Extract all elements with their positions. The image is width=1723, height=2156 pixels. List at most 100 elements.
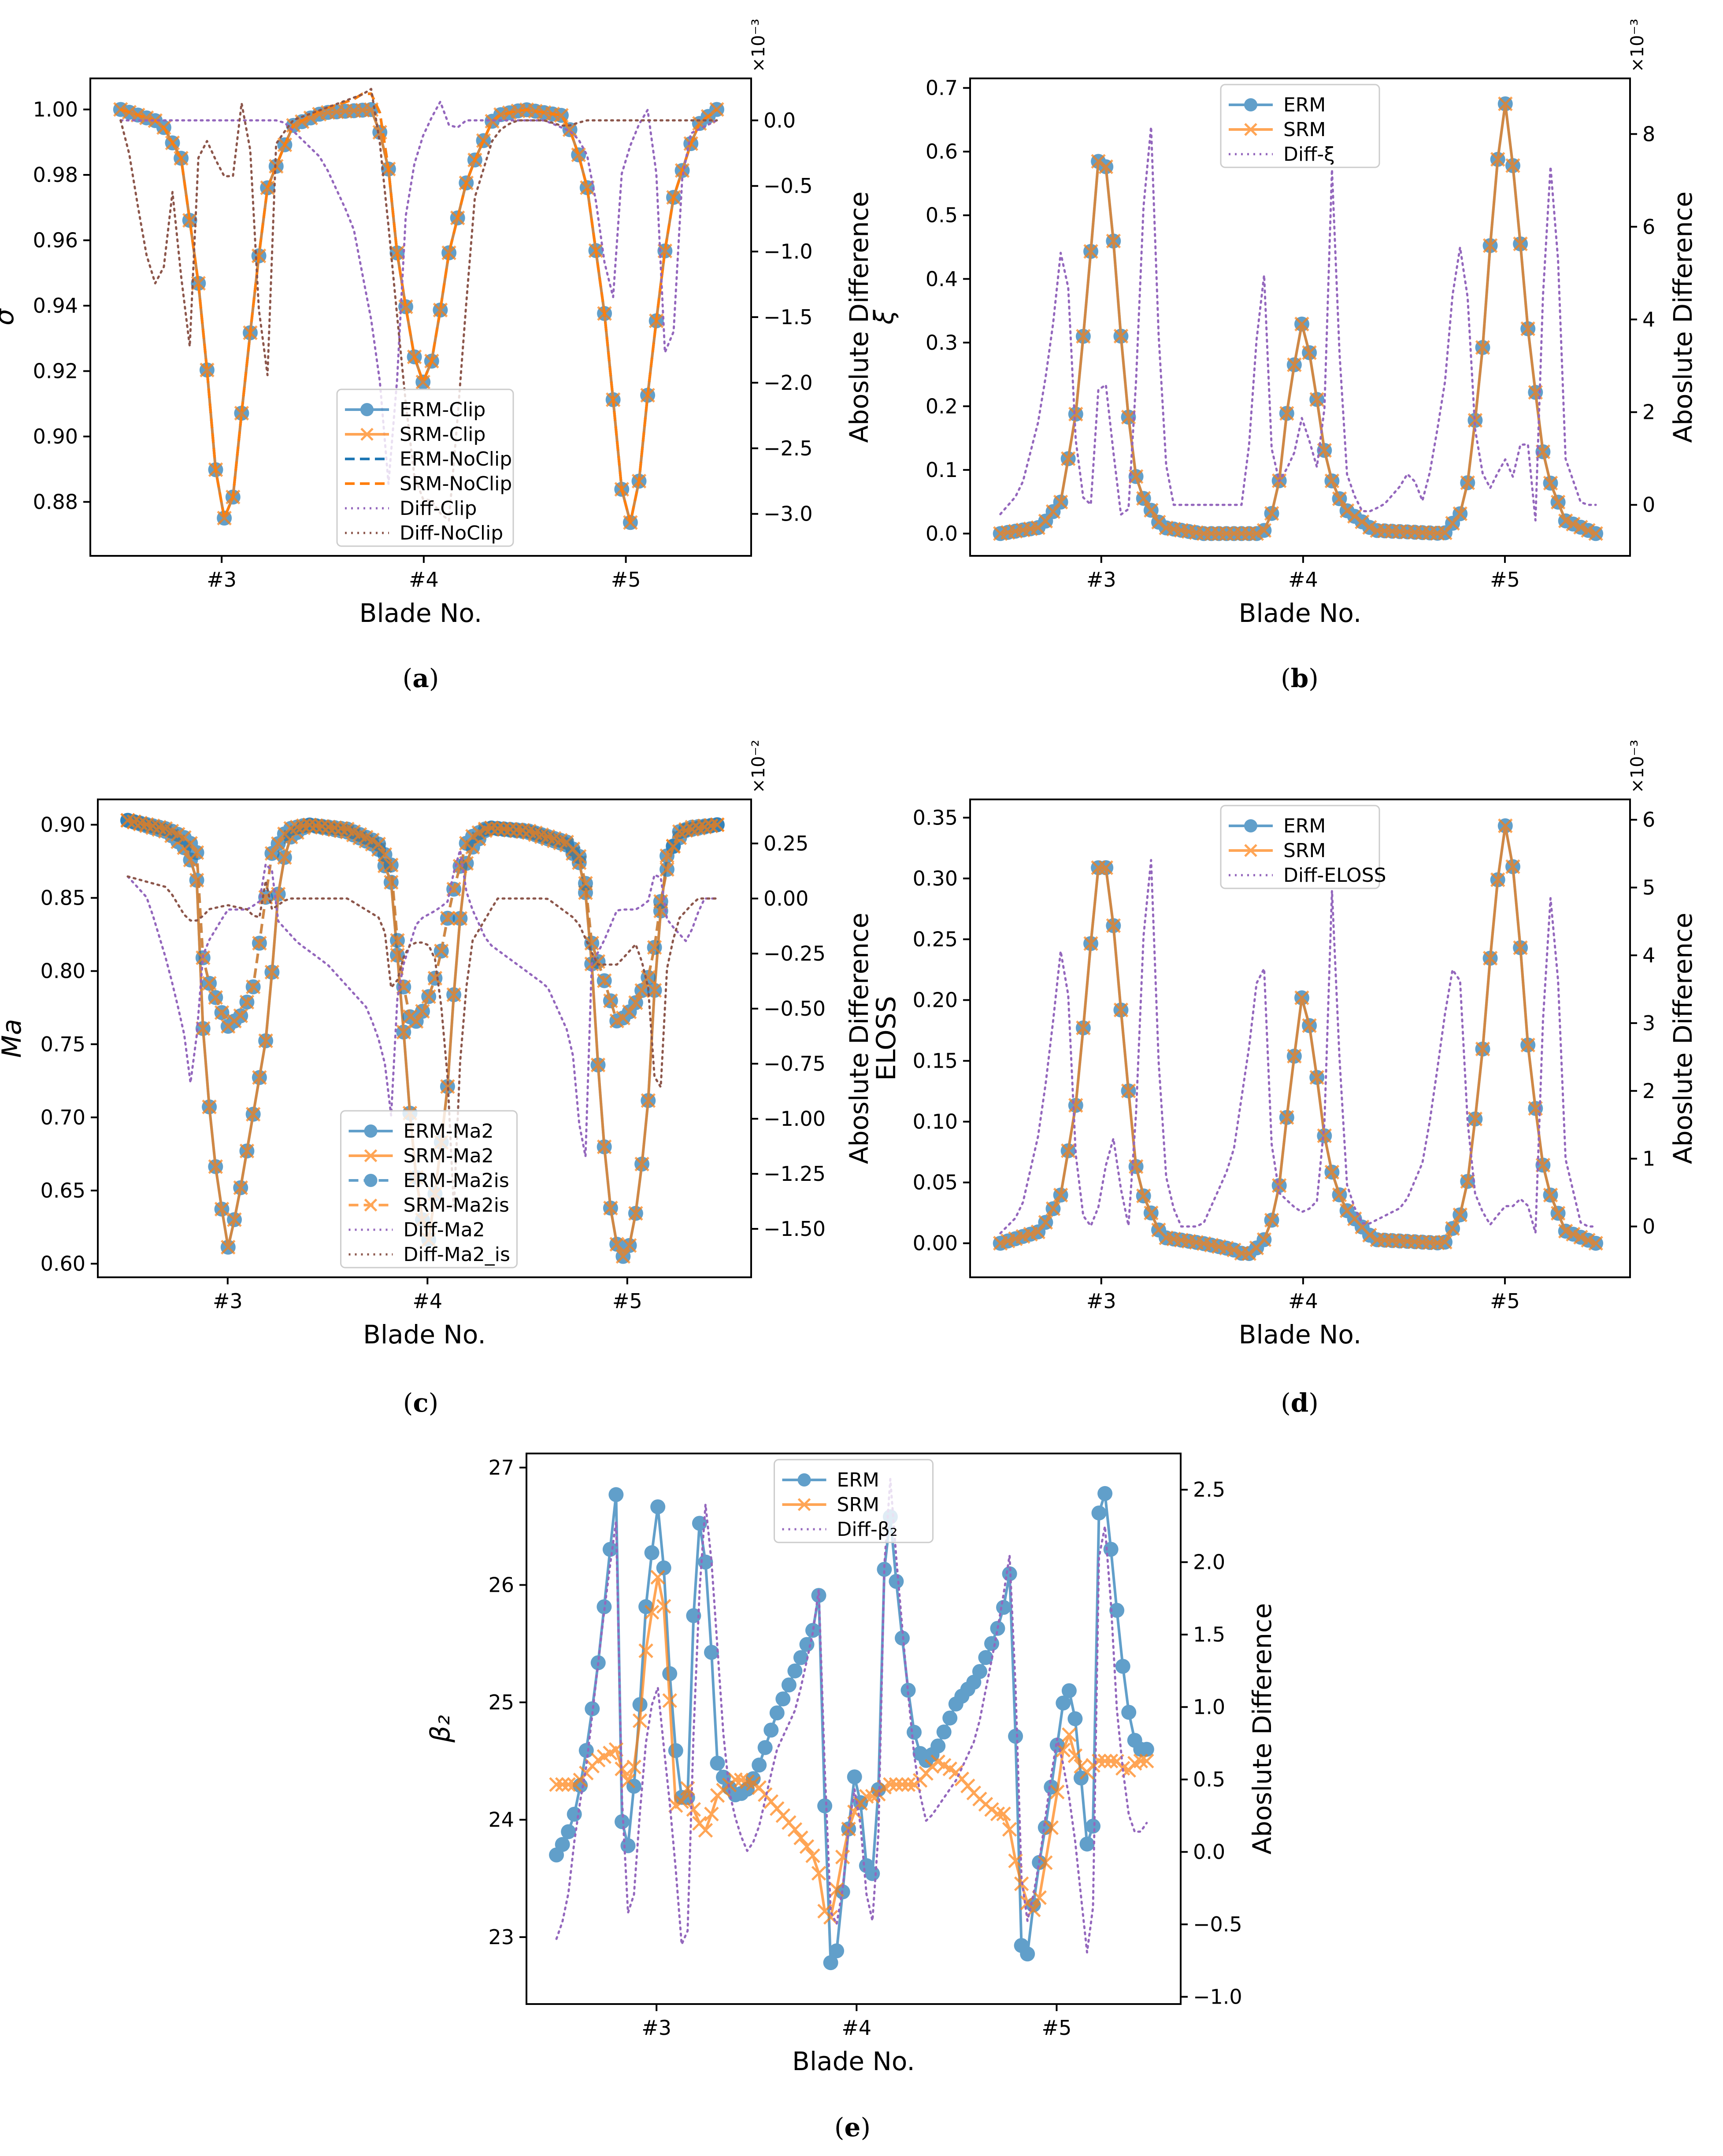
y2-tick-label: −2.0: [763, 371, 813, 395]
legend-entry: [782, 1473, 826, 1487]
data-point: [1113, 1002, 1129, 1017]
legend-label: Diff-ξ: [1283, 143, 1335, 166]
axes-frame: [969, 78, 1631, 557]
data-point: [626, 1759, 641, 1775]
series-srm-noclip: [120, 92, 718, 524]
data-point: [900, 1777, 916, 1792]
y2-axis-label: Aboslute Difference: [1668, 913, 1698, 1164]
data-point: [421, 989, 436, 1004]
data-point: [1002, 1822, 1017, 1837]
data-point: [787, 1822, 803, 1837]
data-point: [1324, 1165, 1340, 1180]
data-point: [984, 1636, 999, 1651]
y2-tick-label: 1.0: [1193, 1695, 1225, 1719]
x-axis-label: Blade No.: [1239, 1320, 1362, 1350]
y2-axis-label: Aboslute Difference: [1668, 192, 1698, 443]
data-point: [234, 406, 249, 421]
data-point: [650, 1499, 666, 1515]
data-point: [668, 1743, 683, 1758]
data-point: [704, 1806, 719, 1822]
legend-label: SRM: [837, 1494, 879, 1516]
data-point: [698, 1823, 713, 1838]
y2-tick-label: 0.5: [1193, 1768, 1225, 1791]
legend-marker: [360, 403, 374, 416]
data-point: [1475, 1041, 1490, 1057]
data-point: [1543, 476, 1558, 491]
y2-axis-label: Aboslute Difference: [844, 192, 874, 443]
data-point: [312, 107, 327, 122]
y2-tick-label: 0: [1642, 1215, 1655, 1239]
data-point: [390, 947, 405, 963]
data-point: [1566, 1227, 1581, 1242]
legend-label: ERM: [1283, 94, 1326, 116]
data-point: [1060, 451, 1076, 466]
data-point: [1008, 1729, 1023, 1744]
data-point: [763, 1723, 779, 1738]
y-tick-label: 0.5: [926, 203, 958, 227]
data-point: [859, 1789, 874, 1804]
data-point: [484, 821, 499, 836]
data-point: [793, 1650, 808, 1665]
legend-label: Diff-ELOSS: [1283, 864, 1386, 887]
data-point: [1445, 516, 1460, 531]
y2-axis-label: Aboslute Difference: [1247, 1603, 1277, 1855]
data-point: [1566, 517, 1581, 532]
data-point: [609, 1237, 624, 1252]
legend: ERM-Ma2SRM-Ma2ERM-Ma2isSRM-Ma2isDiff-Ma2…: [340, 1110, 518, 1268]
data-point: [1558, 513, 1573, 529]
plot-area: [993, 818, 1604, 1261]
legend-marker: [1244, 123, 1257, 136]
y2-tick-label: −0.75: [763, 1052, 826, 1076]
data-point: [942, 1710, 958, 1726]
data-point: [1362, 520, 1377, 535]
series-srm: [993, 96, 1603, 541]
data-point: [567, 1807, 582, 1822]
y-tick-label: 0.96: [33, 229, 78, 252]
legend-label: ERM-Ma2is: [404, 1169, 509, 1192]
legend-label: SRM-Clip: [400, 423, 485, 446]
data-point: [1475, 340, 1490, 355]
data-point: [1067, 1748, 1083, 1763]
y-tick-label: 0.6: [926, 140, 958, 163]
data-point: [895, 1777, 910, 1792]
data-point: [1076, 329, 1091, 344]
data-point: [239, 995, 255, 1010]
y2-tick-label: 2: [1642, 400, 1655, 424]
data-point: [650, 1570, 665, 1585]
x-tick-label: #3: [1086, 568, 1116, 592]
data-point: [752, 1757, 767, 1773]
plot-area: [113, 88, 724, 530]
y-tick-label: 0.25: [913, 927, 958, 951]
data-point: [233, 1180, 248, 1195]
y-tick-label: 0.05: [913, 1171, 958, 1194]
data-point: [628, 1206, 643, 1221]
data-point: [1133, 1753, 1149, 1769]
data-point: [996, 1806, 1011, 1821]
y-tick-label: 0.20: [913, 988, 958, 1012]
data-point: [710, 1756, 725, 1771]
y2-tick-label: 0.00: [763, 887, 808, 910]
data-point: [571, 147, 586, 163]
data-point: [1083, 936, 1098, 951]
y2-tick-label: 6: [1642, 215, 1655, 239]
y-tick-label: 25: [488, 1690, 514, 1714]
data-point: [644, 1605, 660, 1620]
data-point: [264, 846, 280, 861]
legend-label: Diff-Ma2: [404, 1219, 485, 1241]
legend-entry: [1229, 98, 1273, 111]
data-point: [1467, 413, 1483, 428]
data-point: [615, 1761, 630, 1776]
data-point: [1091, 1505, 1107, 1521]
x-tick-label: #4: [1288, 568, 1318, 592]
y2-tick-label: 1: [1642, 1147, 1655, 1171]
data-point: [1317, 1128, 1332, 1143]
data-point: [333, 821, 348, 836]
data-point: [189, 873, 204, 888]
data-point: [1144, 503, 1159, 518]
data-point: [835, 1849, 850, 1864]
data-point: [641, 970, 656, 985]
legend-label: SRM-Ma2is: [404, 1194, 509, 1217]
data-point: [1460, 1174, 1475, 1189]
data-point: [978, 1650, 993, 1665]
legend-label: Diff-β₂: [837, 1518, 898, 1541]
